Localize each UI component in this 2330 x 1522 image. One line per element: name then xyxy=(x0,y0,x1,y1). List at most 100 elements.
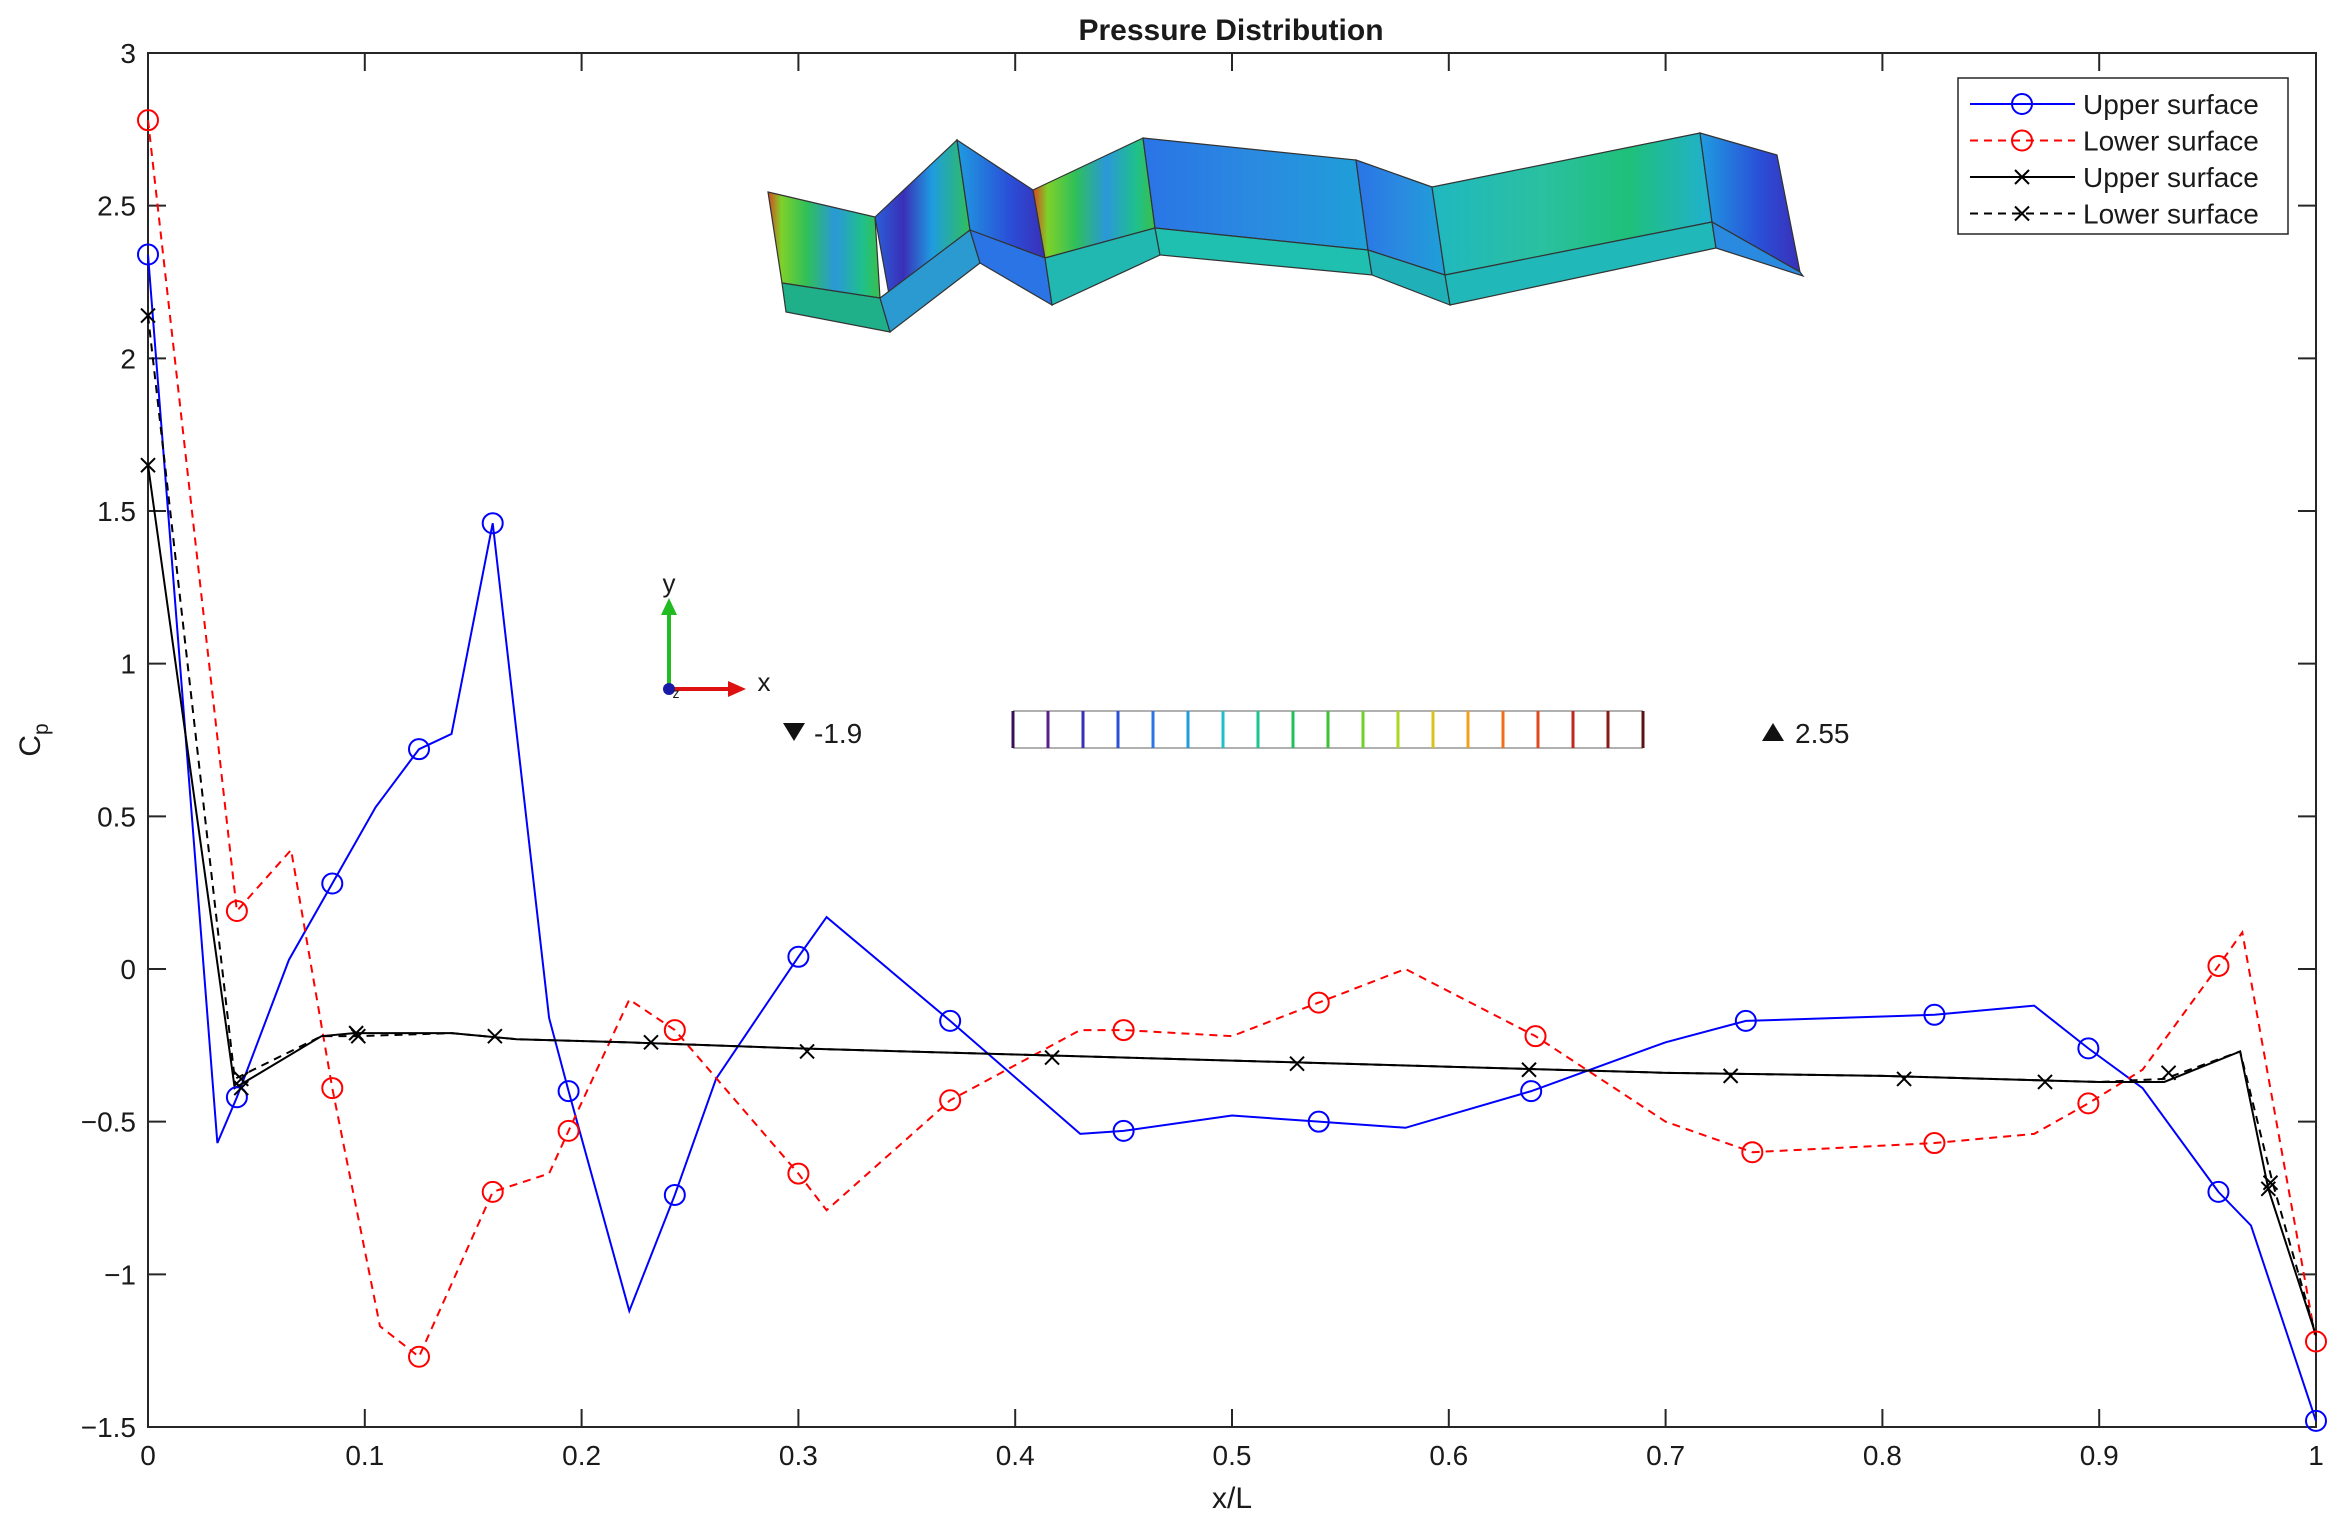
surface-rendering-inset: y x z -1.9 2.55 xyxy=(661,132,1850,749)
data-point-series-4 xyxy=(2262,1175,2279,1191)
data-point-series-2 xyxy=(408,1345,430,1368)
coordinate-triad: y x z xyxy=(661,568,771,701)
data-point-series-2 xyxy=(225,899,248,922)
data-point-series-2 xyxy=(663,1019,686,1042)
x-tick-labels: 0 0.1 0.2 0.3 0.4 0.5 0.6 0.7 0.8 0.9 1 xyxy=(140,1440,2324,1471)
y-axis-label: Cp xyxy=(14,723,53,756)
y-tick-label: 0.5 xyxy=(97,801,136,832)
triad-y-label: y xyxy=(663,568,676,598)
min-marker-icon xyxy=(783,723,805,741)
data-point-series-4 xyxy=(350,1028,367,1044)
data-point-series-2 xyxy=(1112,1019,1135,1042)
data-point-series-1 xyxy=(408,738,430,761)
data-point-series-2 xyxy=(2305,1330,2327,1353)
legend-entry: Lower surface xyxy=(1970,199,2259,230)
x-tick-label: 0.9 xyxy=(2080,1440,2119,1471)
data-point-series-2 xyxy=(1923,1132,1946,1155)
data-point-series-4 xyxy=(233,1071,249,1087)
x-tick-label: 0.8 xyxy=(1863,1440,1902,1471)
y-tick-label: 2 xyxy=(120,343,136,374)
data-point-series-1 xyxy=(1520,1080,1543,1103)
data-point-series-2 xyxy=(1307,991,1330,1014)
legend-marker xyxy=(2014,169,2030,185)
x-tick-label: 0.1 xyxy=(345,1440,384,1471)
x-tick-label: 0 xyxy=(140,1440,156,1471)
x-tick-label: 0.2 xyxy=(562,1440,601,1471)
triad-z-label: z xyxy=(673,685,680,701)
colorbar-max-label: 2.55 xyxy=(1795,718,1850,749)
y-tick-label: 3 xyxy=(120,38,136,69)
data-point-series-1 xyxy=(2305,1409,2327,1432)
data-point-series-3 xyxy=(487,1028,503,1044)
legend: Upper surface Lower surface Upper surface L… xyxy=(1957,77,2289,235)
data-point-series-3 xyxy=(1044,1049,1060,1066)
data-point-series-1 xyxy=(2077,1037,2100,1060)
y-tick-label: 1.5 xyxy=(97,496,136,527)
data-point-series-2 xyxy=(557,1119,580,1142)
series-line-1 xyxy=(147,254,2317,1422)
data-point-series-2 xyxy=(321,1077,344,1100)
x-axis-label: x/L xyxy=(1212,1482,1252,1515)
data-point-series-1 xyxy=(137,243,159,266)
y-tick-labels: −1.5 −1 −0.5 0 0.5 1 1.5 2 2.5 3 xyxy=(81,38,136,1443)
colorbar-min-label: -1.9 xyxy=(814,718,862,749)
data-point-series-1 xyxy=(321,872,344,895)
data-point-series-1 xyxy=(663,1183,686,1206)
data-point-series-1 xyxy=(481,512,504,535)
data-point-series-1 xyxy=(787,945,810,968)
data-point-series-2 xyxy=(2207,954,2230,977)
legend-label: Lower surface xyxy=(2083,126,2259,157)
x-tick-label: 0.6 xyxy=(1429,1440,1468,1471)
triad-x-label: x xyxy=(758,667,771,697)
data-point-series-4 xyxy=(140,307,156,324)
colorbar-ticks xyxy=(1011,710,1645,749)
data-point-series-2 xyxy=(481,1180,504,1203)
data-point-series-1 xyxy=(1923,1003,1946,1026)
y-axis-label-subscript: p xyxy=(30,723,53,735)
legend-label: Upper surface xyxy=(2083,89,2259,120)
axis-ticks xyxy=(147,52,2317,1428)
y-tick-label: 2.5 xyxy=(97,191,136,222)
x-tick-label: 0.5 xyxy=(1213,1440,1252,1471)
color-bar: -1.9 2.55 xyxy=(783,710,1850,749)
chart-title: Pressure Distribution xyxy=(1078,14,1383,47)
legend-label: Upper surface xyxy=(2083,162,2259,193)
data-point-series-3 xyxy=(1722,1068,1739,1084)
x-tick-label: 0.4 xyxy=(996,1440,1035,1471)
legend-entry: Upper surface xyxy=(1970,89,2259,120)
data-point-series-1 xyxy=(2207,1180,2230,1203)
y-tick-label: 1 xyxy=(120,649,136,680)
data-point-series-3 xyxy=(1289,1055,1305,1072)
legend-entry: Upper surface xyxy=(1970,162,2259,193)
data-point-series-2 xyxy=(2077,1092,2100,1115)
data-point-series-1 xyxy=(939,1009,962,1032)
data-point-series-1 xyxy=(1307,1110,1330,1133)
legend-label: Lower surface xyxy=(2083,199,2259,230)
data-point-series-2 xyxy=(787,1162,810,1185)
data-point-series-2 xyxy=(1741,1141,1764,1164)
data-point-series-1 xyxy=(557,1080,580,1103)
svg-text:Cp: Cp xyxy=(14,723,53,756)
data-point-series-2 xyxy=(939,1089,962,1112)
data-point-series-1 xyxy=(1734,1009,1757,1032)
surface-side-8 xyxy=(1711,220,1805,278)
legend-marker xyxy=(2011,93,2033,115)
y-tick-label: −1 xyxy=(104,1259,136,1290)
series-markers xyxy=(137,109,2327,1432)
data-point-series-3 xyxy=(1521,1062,1537,1078)
y-tick-label: 0 xyxy=(120,954,136,985)
data-point-series-1 xyxy=(225,1086,248,1109)
series-lines xyxy=(147,120,2317,1422)
data-point-series-3 xyxy=(140,457,156,473)
x-tick-label: 0.7 xyxy=(1646,1440,1685,1471)
data-point-series-3 xyxy=(643,1034,659,1050)
y-axis-label-main: C xyxy=(14,735,47,757)
plot-area xyxy=(147,52,2317,1428)
data-point-series-3 xyxy=(799,1043,815,1060)
legend-marker xyxy=(2014,205,2030,222)
data-point-series-3 xyxy=(1896,1071,1912,1087)
x-tick-label: 0.3 xyxy=(779,1440,818,1471)
data-point-series-1 xyxy=(1112,1119,1135,1142)
series-line-4 xyxy=(147,315,2317,1336)
